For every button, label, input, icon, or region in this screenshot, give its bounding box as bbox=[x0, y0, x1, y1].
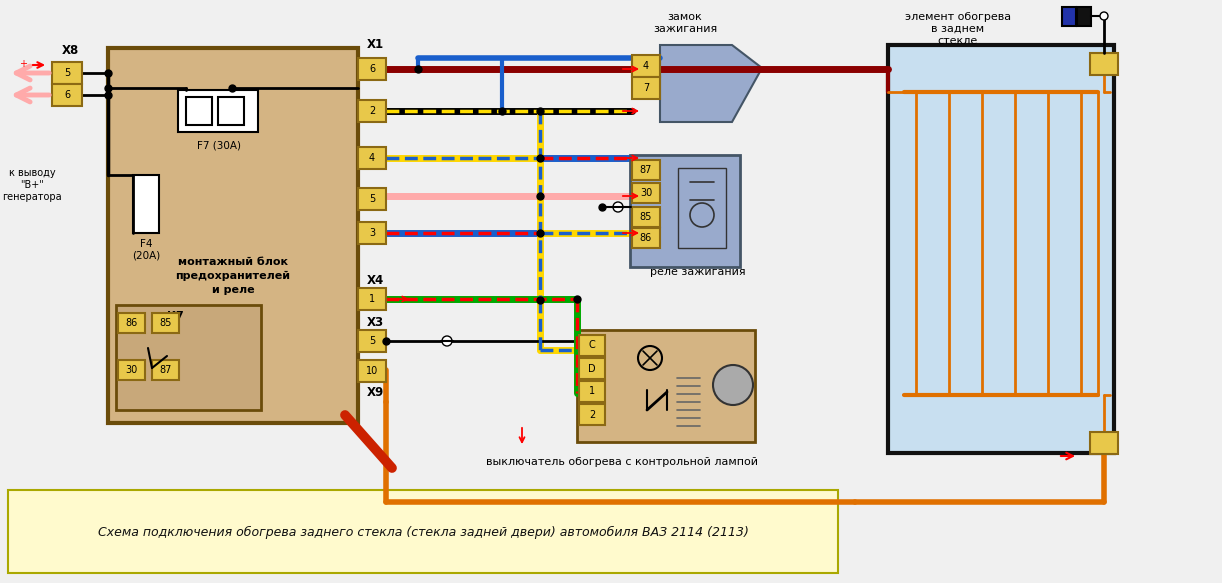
Text: Схема подключения обогрева заднего стекла (стекла задней двери) автомобиля ВАЗ 2: Схема подключения обогрева заднего стекл… bbox=[98, 525, 748, 539]
Bar bbox=[108, 48, 358, 423]
Text: зажигания: зажигания bbox=[653, 24, 717, 34]
Text: 1: 1 bbox=[369, 294, 375, 304]
Text: 4: 4 bbox=[369, 153, 375, 163]
Text: (20А): (20А) bbox=[132, 251, 160, 261]
Bar bbox=[186, 97, 211, 125]
Bar bbox=[358, 360, 386, 382]
Text: 3: 3 bbox=[369, 228, 375, 238]
Text: 7: 7 bbox=[643, 83, 649, 93]
Text: предохранителей: предохранителей bbox=[176, 271, 291, 281]
Text: генератора: генератора bbox=[2, 192, 62, 202]
Text: выключатель обогрева с контрольной лампой: выключатель обогрева с контрольной лампо… bbox=[486, 457, 758, 467]
Bar bbox=[632, 207, 660, 227]
Text: X9: X9 bbox=[367, 387, 384, 399]
Text: стекле: стекле bbox=[937, 36, 978, 46]
Text: 87: 87 bbox=[159, 365, 171, 375]
Circle shape bbox=[712, 365, 753, 405]
Text: реле зажигания: реле зажигания bbox=[650, 267, 745, 277]
Bar bbox=[358, 222, 386, 244]
Text: 5: 5 bbox=[369, 194, 375, 204]
Bar bbox=[579, 381, 605, 402]
Text: 87: 87 bbox=[640, 165, 653, 175]
Bar bbox=[579, 404, 605, 425]
Bar bbox=[632, 77, 660, 99]
Bar bbox=[579, 335, 605, 356]
Text: в заднем: в заднем bbox=[931, 24, 985, 34]
Text: и реле: и реле bbox=[211, 285, 254, 295]
Text: элемент обогрева: элемент обогрева bbox=[906, 12, 1011, 22]
Text: F7 (30А): F7 (30А) bbox=[197, 141, 241, 151]
Bar bbox=[53, 84, 82, 106]
Circle shape bbox=[613, 202, 623, 212]
Bar bbox=[152, 360, 178, 380]
Bar bbox=[178, 90, 258, 132]
Bar bbox=[218, 97, 244, 125]
Text: C: C bbox=[589, 340, 595, 350]
Text: 5: 5 bbox=[369, 336, 375, 346]
Bar bbox=[358, 188, 386, 210]
Text: +: + bbox=[20, 59, 27, 69]
Bar bbox=[632, 183, 660, 203]
Text: 6: 6 bbox=[369, 64, 375, 74]
Text: D: D bbox=[588, 363, 596, 374]
Text: 1: 1 bbox=[589, 387, 595, 396]
Text: к выводу: к выводу bbox=[9, 168, 55, 178]
Bar bbox=[119, 313, 145, 333]
Bar bbox=[53, 62, 82, 84]
Text: замок: замок bbox=[667, 12, 703, 22]
Text: 85: 85 bbox=[640, 212, 653, 222]
Bar bbox=[152, 313, 178, 333]
Bar bbox=[358, 330, 386, 352]
Bar bbox=[1090, 53, 1118, 75]
Bar bbox=[1090, 432, 1118, 454]
Bar bbox=[119, 360, 145, 380]
Text: "В+": "В+" bbox=[20, 180, 44, 190]
Bar bbox=[888, 45, 1114, 453]
Bar bbox=[579, 358, 605, 379]
Bar bbox=[9, 490, 838, 573]
Text: К7: К7 bbox=[166, 311, 183, 321]
Text: 2: 2 bbox=[369, 106, 375, 116]
Polygon shape bbox=[660, 45, 763, 122]
Bar bbox=[678, 168, 726, 248]
Text: монтажный блок: монтажный блок bbox=[178, 257, 288, 267]
Bar bbox=[1077, 7, 1091, 26]
Bar bbox=[358, 288, 386, 310]
Text: 5: 5 bbox=[64, 68, 70, 78]
Text: F4: F4 bbox=[139, 239, 153, 249]
Bar bbox=[1062, 7, 1077, 26]
Bar bbox=[632, 55, 660, 77]
Bar bbox=[632, 228, 660, 248]
Bar bbox=[133, 175, 159, 233]
Text: 30: 30 bbox=[126, 365, 138, 375]
Bar bbox=[631, 155, 741, 267]
Bar bbox=[358, 58, 386, 80]
Text: 6: 6 bbox=[64, 90, 70, 100]
Text: 4: 4 bbox=[643, 61, 649, 71]
Text: 30: 30 bbox=[640, 188, 653, 198]
Bar bbox=[116, 305, 262, 410]
Bar bbox=[632, 160, 660, 180]
Text: X4: X4 bbox=[367, 273, 384, 286]
Text: 85: 85 bbox=[159, 318, 171, 328]
Text: X8: X8 bbox=[61, 44, 78, 57]
Text: 86: 86 bbox=[640, 233, 653, 243]
Bar bbox=[358, 100, 386, 122]
Text: 86: 86 bbox=[126, 318, 138, 328]
Circle shape bbox=[442, 336, 452, 346]
Bar bbox=[577, 330, 755, 442]
Text: X1: X1 bbox=[367, 37, 384, 51]
Bar bbox=[358, 147, 386, 169]
Text: X3: X3 bbox=[367, 315, 384, 328]
Circle shape bbox=[1100, 12, 1108, 20]
Text: 2: 2 bbox=[589, 409, 595, 420]
Text: 10: 10 bbox=[365, 366, 378, 376]
